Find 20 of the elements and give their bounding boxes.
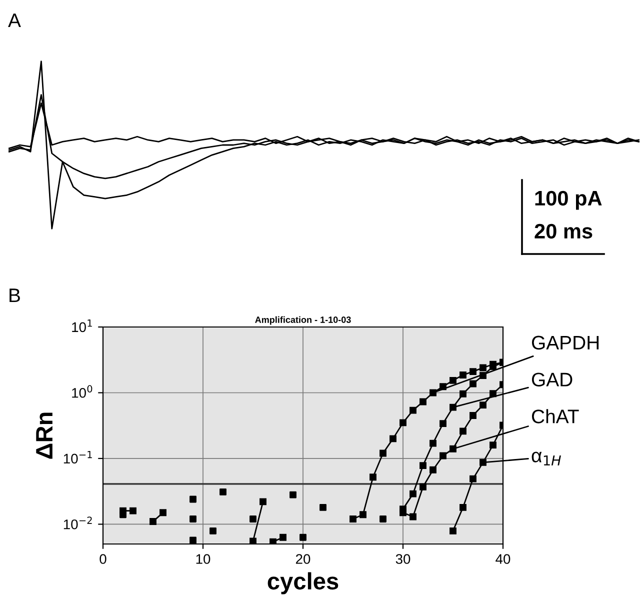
series-label: ChAT xyxy=(532,409,579,424)
x-tick-label: 30 xyxy=(396,554,410,564)
series-label: GAD xyxy=(532,372,572,386)
y-tick-label: 10$^{0}$ xyxy=(72,385,92,398)
y-tick-label: 10$^{1}$ xyxy=(72,320,92,332)
x-axis-title: cycles xyxy=(268,572,338,594)
chart-title: Amplification - 1-10-03 xyxy=(255,316,351,325)
x-tick-label: 0 xyxy=(100,554,106,564)
text: A xyxy=(8,14,21,28)
x-tick-label: 20 xyxy=(296,554,310,564)
x-tick-label: 10 xyxy=(196,554,210,564)
legend-label: α$_{1H}$ xyxy=(532,452,561,466)
annotation: 100 pA xyxy=(535,190,602,210)
x-tick-label: 40 xyxy=(496,554,510,564)
y-axis-title: ΔRn xyxy=(36,412,52,459)
y-tick-label: 10$^{−1}$ xyxy=(64,451,92,464)
text: B xyxy=(10,288,20,302)
annotation: 20 ms xyxy=(534,224,592,239)
series-label: GAPDH xyxy=(532,336,599,350)
y-tick-label: 10$^{−2}$ xyxy=(64,516,92,530)
